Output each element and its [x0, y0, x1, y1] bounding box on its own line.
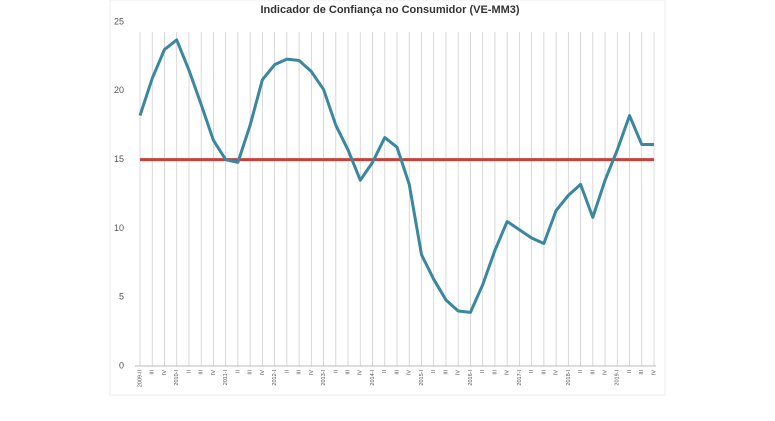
x-tick-label: III — [590, 370, 596, 375]
x-tick-label: II — [627, 370, 633, 374]
x-tick-label: II — [529, 370, 535, 374]
x-tick-label: IV — [603, 370, 609, 376]
y-tick-label: 25 — [114, 16, 124, 26]
y-tick-label: 20 — [114, 85, 124, 95]
x-tick-label: II — [186, 370, 192, 374]
x-tick-label: III — [297, 370, 303, 375]
x-tick-label: III — [346, 370, 352, 375]
x-tick-label: II — [284, 370, 290, 374]
x-tick-label: 2010-I — [174, 370, 180, 386]
x-tick-label: IV — [554, 370, 560, 376]
x-tick-label: III — [150, 370, 156, 375]
x-tick-label: II — [235, 370, 241, 374]
x-tick-label: 2013-I — [321, 370, 327, 386]
line-series — [138, 38, 654, 314]
chart-frame — [109, 0, 666, 396]
x-tick-label: III — [394, 370, 400, 375]
y-tick-label: 0 — [119, 360, 124, 370]
y-tick-label: 10 — [114, 223, 124, 233]
x-tick-label: 2017-I — [517, 370, 523, 386]
x-tick-label: 2014-I — [370, 370, 376, 386]
x-tick-label: 2018-I — [566, 370, 572, 386]
x-tick-label: II — [333, 370, 339, 374]
x-tick-label: II — [431, 370, 437, 374]
x-tick-label: IV — [211, 370, 217, 376]
x-tick-label: II — [578, 370, 584, 374]
x-tick-label: III — [639, 370, 645, 375]
x-tick-label: IV — [456, 370, 462, 376]
x-tick-label: III — [492, 370, 498, 375]
x-tick-label: IV — [260, 370, 266, 376]
chart-title: Indicador de Confiança no Consumidor (VE… — [260, 4, 519, 16]
y-tick-label: 15 — [114, 154, 124, 164]
x-tick-label: 2015-I — [419, 370, 425, 386]
x-tick-label: 2019-I — [615, 370, 621, 386]
x-tick-label: III — [248, 370, 254, 375]
x-tick-label: III — [541, 370, 547, 375]
x-tick-label: 2012-I — [272, 370, 278, 386]
x-tick-label: IV — [162, 370, 168, 376]
x-tick-label: II — [382, 370, 388, 374]
x-tick-label: IV — [309, 370, 315, 376]
x-tick-label: 2011-I — [223, 370, 229, 386]
x-tick-label: 2009-II — [137, 370, 143, 388]
x-tick-label: IV — [407, 370, 413, 376]
x-tick-label: III — [443, 370, 449, 375]
x-tick-label: III — [199, 370, 205, 375]
x-tick-label: IV — [651, 370, 657, 376]
x-tick-label: IV — [358, 370, 364, 376]
y-tick-label: 5 — [119, 292, 124, 302]
x-tick-label: II — [480, 370, 486, 374]
x-tick-label: IV — [505, 370, 511, 376]
x-tick-label: 2016-I — [468, 370, 474, 386]
